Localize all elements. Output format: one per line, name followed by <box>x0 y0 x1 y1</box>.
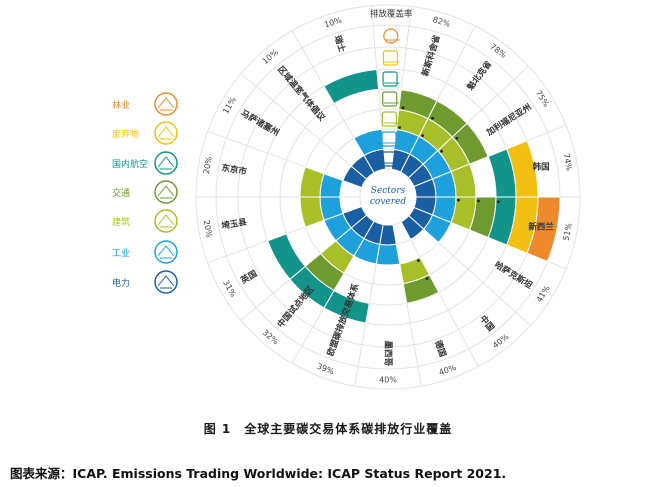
house-icon <box>381 111 399 127</box>
jurisdiction-wedge <box>375 223 401 266</box>
coverage-percent: 10% <box>323 15 343 29</box>
jurisdiction-label: 墨西哥 <box>383 340 394 366</box>
partial-coverage-dot <box>477 199 480 203</box>
jurisdiction-label: 英国 <box>238 268 259 287</box>
jurisdiction-wedge <box>400 215 425 241</box>
jurisdiction-wedge <box>289 214 375 309</box>
segment-industry <box>353 128 385 157</box>
coverage-percent: 40% <box>379 376 397 385</box>
airplane-icon <box>382 71 400 87</box>
jurisdiction-label: 瑞士 <box>332 34 348 54</box>
coverage-percent: 20% <box>202 219 214 238</box>
jurisdiction-wedge <box>413 140 539 198</box>
segment-building <box>299 166 325 198</box>
segments <box>267 68 561 324</box>
partial-coverage-dot <box>425 277 429 281</box>
legend-label-industry: 工业 <box>112 249 131 259</box>
center-label: Sectors <box>371 186 406 196</box>
segment-building <box>299 196 325 228</box>
legend-label-waste: 废弃物 <box>112 130 140 140</box>
jurisdiction-wedge <box>407 122 489 188</box>
partial-coverage-dot <box>398 126 402 129</box>
coverage-percent: 82% <box>432 15 452 29</box>
jurisdiction-wedge <box>399 256 440 304</box>
jurisdiction-label: 埼玉县 <box>221 216 249 231</box>
segment-industry <box>375 243 401 266</box>
center-label: covered <box>370 197 406 207</box>
coverage-percent: 51% <box>562 222 574 242</box>
jurisdiction-label: 马萨诸塞州 <box>239 108 281 139</box>
legend-label-power: 电力 <box>112 279 131 289</box>
coverage-percent: 74% <box>562 152 574 172</box>
figure-caption: 图 1 全球主要碳交易体系碳排放行业覆盖 <box>203 422 453 436</box>
partial-coverage-dot <box>457 198 460 202</box>
legend-label-forestry: 林业 <box>112 101 131 111</box>
jurisdiction-label: 中国试点地区 <box>275 283 317 330</box>
truck-icon <box>382 91 399 107</box>
tree-icon <box>154 92 178 116</box>
jurisdiction-label: 东京市 <box>221 162 249 177</box>
legend-label-building: 建筑 <box>112 218 131 228</box>
jurisdiction-label: 区域温室气体倡议 <box>275 64 327 124</box>
power-tower-icon <box>381 151 398 167</box>
legend-label-transport: 交通 <box>112 189 131 199</box>
tree-icon <box>383 28 400 44</box>
jurisdiction-wedge <box>323 68 387 174</box>
coverage-percent: 20% <box>202 155 214 174</box>
jurisdiction-label: 哈萨克斯坦 <box>492 259 534 291</box>
partial-coverage-dot <box>431 116 434 120</box>
coverage-header: 排放覆盖率 <box>370 9 413 20</box>
segment-aviation <box>323 68 380 105</box>
segment-transport <box>402 274 440 304</box>
jurisdiction-wedge <box>267 205 368 280</box>
jurisdiction-label: 中国 <box>477 313 496 333</box>
partial-coverage-dot <box>416 259 420 263</box>
power-tower-icon <box>154 270 178 294</box>
partial-coverage-dot <box>496 200 500 204</box>
figure-source: 图表来源：ICAP. Emissions Trading Worldwide: … <box>10 466 507 481</box>
truck-icon <box>154 180 178 204</box>
partial-coverage-dot <box>401 106 405 110</box>
segment-aviation <box>267 233 306 280</box>
segment-forestry <box>526 196 561 263</box>
grid-line <box>400 221 479 367</box>
partial-coverage-dot <box>455 136 459 140</box>
factory-icon <box>154 240 178 264</box>
factory-icon <box>381 131 399 147</box>
jurisdiction-label: 韩国 <box>533 162 550 173</box>
partial-coverage-dot <box>421 134 425 138</box>
coverage-percent: 39% <box>316 362 336 377</box>
waste-icon <box>382 50 400 66</box>
coverage-percent: 40% <box>438 363 458 377</box>
jurisdiction-label: 新西兰 <box>528 221 554 232</box>
partial-coverage-dot <box>440 149 444 153</box>
airplane-icon <box>154 151 178 175</box>
jurisdiction-label: 德国 <box>432 339 448 359</box>
house-icon <box>154 209 178 233</box>
waste-icon <box>154 121 178 145</box>
legend-label-aviation: 国内航空 <box>112 160 149 170</box>
jurisdiction-wedge <box>413 196 561 263</box>
jurisdiction-wedge <box>299 196 344 228</box>
grid-line <box>240 73 367 180</box>
jurisdiction-wedge <box>299 166 344 198</box>
jurisdiction-label: 新斯科舍省 <box>420 33 443 77</box>
segment-power <box>400 215 425 241</box>
